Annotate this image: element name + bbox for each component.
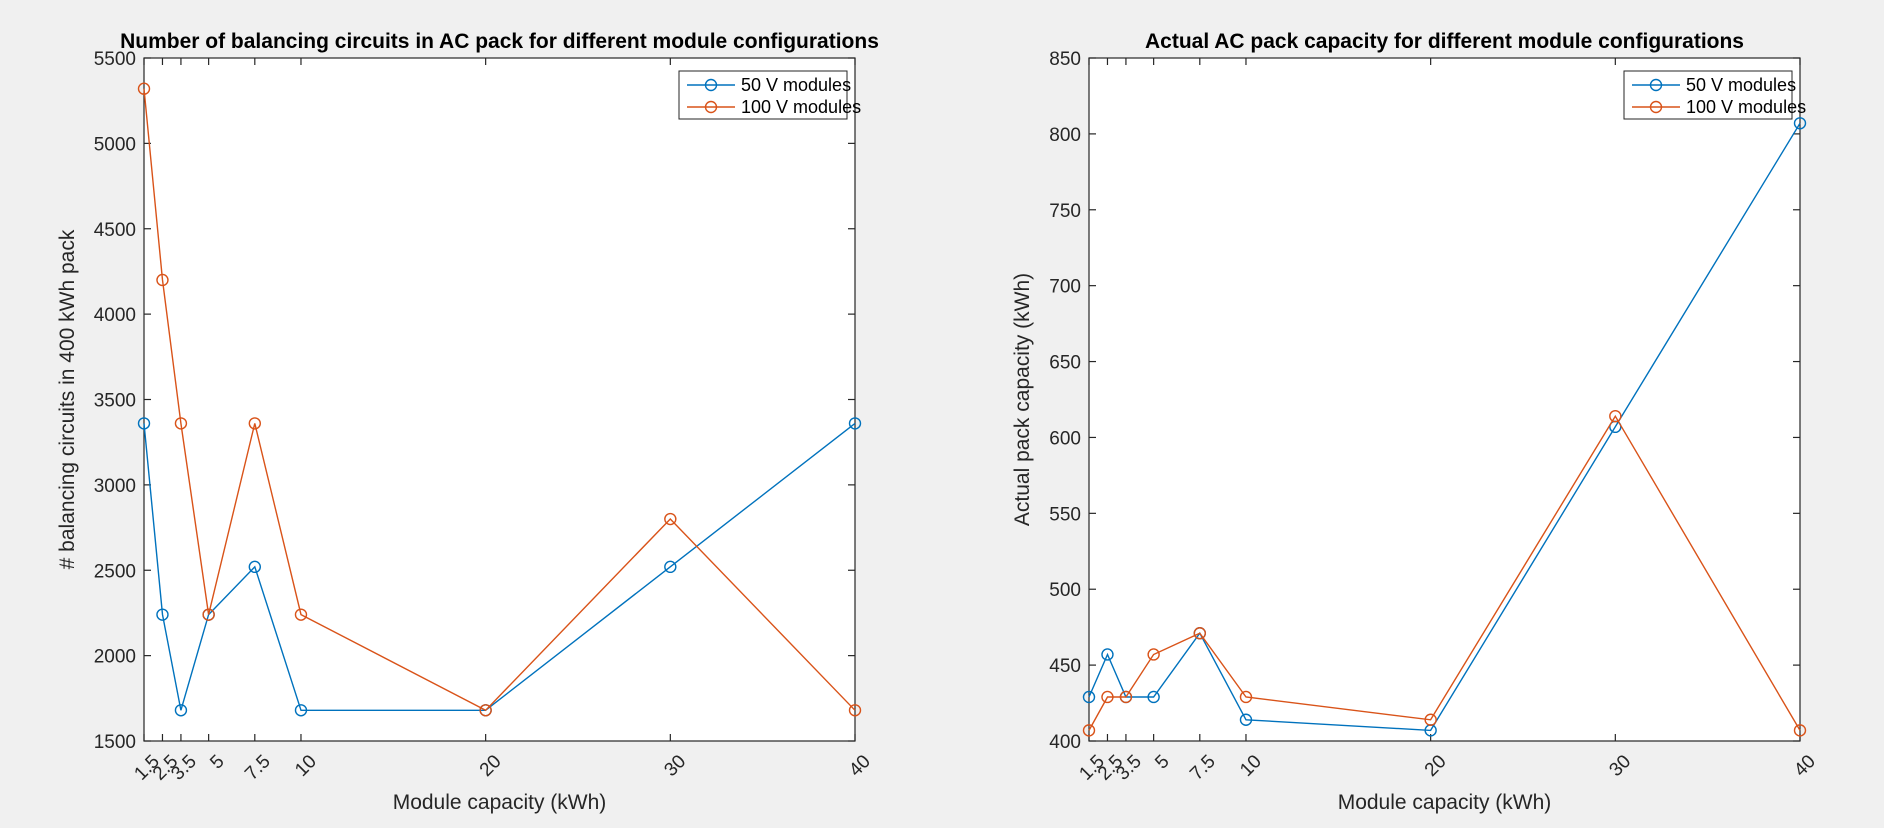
x-axis-title: Module capacity (kWh) bbox=[1338, 791, 1552, 814]
data-point bbox=[848, 704, 862, 717]
data-point bbox=[1793, 724, 1807, 737]
y-axis-title: # balancing circuits in 400 kWh pack bbox=[56, 229, 79, 569]
data-point bbox=[1082, 690, 1096, 704]
data-point bbox=[294, 608, 308, 621]
data-point bbox=[156, 608, 169, 621]
y-tick-label: 600 bbox=[1049, 428, 1081, 449]
x-tick-label: 5 bbox=[206, 751, 228, 773]
data-point bbox=[1101, 690, 1114, 704]
legend-marker bbox=[1649, 100, 1663, 114]
series-group bbox=[137, 82, 862, 717]
plot-area bbox=[1089, 58, 1800, 741]
y-tick-label: 750 bbox=[1049, 201, 1081, 222]
y-tick-label: 5000 bbox=[94, 134, 136, 155]
y-tick-label: 500 bbox=[1049, 580, 1081, 601]
series-100v bbox=[1082, 409, 1807, 737]
data-point bbox=[1193, 627, 1207, 640]
data-point bbox=[1147, 690, 1160, 704]
y-tick-label: 4000 bbox=[94, 305, 136, 326]
x-axis-title: Module capacity (kWh) bbox=[393, 791, 607, 814]
data-point bbox=[1147, 648, 1160, 661]
chart-title: Number of balancing circuits in AC pack … bbox=[120, 30, 879, 53]
data-point bbox=[248, 417, 262, 430]
x-tick-label: 7.5 bbox=[241, 751, 275, 785]
x-tick-label: 20 bbox=[1421, 751, 1451, 781]
data-point bbox=[848, 417, 862, 430]
data-point bbox=[156, 273, 169, 287]
y-tick-label: 800 bbox=[1049, 125, 1081, 146]
series-line bbox=[143, 422, 856, 711]
data-point bbox=[137, 417, 151, 430]
y-tick-label: 650 bbox=[1049, 353, 1081, 374]
data-point bbox=[1793, 117, 1807, 130]
x-tick-label: 10 bbox=[291, 751, 321, 781]
y-tick-label: 1500 bbox=[94, 732, 136, 753]
x-tick-label: 7.5 bbox=[1186, 751, 1220, 785]
data-point bbox=[1119, 690, 1133, 704]
x-tick-label: 30 bbox=[1605, 751, 1635, 781]
y-tick-label: 400 bbox=[1049, 732, 1081, 753]
data-point bbox=[202, 608, 215, 621]
data-point bbox=[1609, 409, 1622, 423]
data-point bbox=[1239, 690, 1253, 704]
data-point bbox=[1082, 724, 1096, 737]
data-point bbox=[664, 560, 677, 574]
y-tick-label: 550 bbox=[1049, 504, 1081, 525]
plot-area bbox=[144, 58, 855, 741]
y-tick-label: 700 bbox=[1049, 277, 1081, 298]
data-point bbox=[137, 82, 151, 95]
x-tick-label: 10 bbox=[1236, 751, 1266, 781]
x-tick-label: 40 bbox=[1790, 751, 1820, 781]
series-group bbox=[1082, 117, 1807, 737]
data-point bbox=[1101, 648, 1114, 661]
x-tick-label: 40 bbox=[845, 751, 875, 781]
y-tick-label: 3500 bbox=[94, 391, 136, 412]
data-point bbox=[479, 704, 492, 717]
series-line bbox=[143, 88, 856, 712]
data-point bbox=[174, 417, 188, 430]
legend-label: 50 V modules bbox=[741, 75, 851, 95]
x-tick-label: 20 bbox=[476, 751, 506, 781]
chart-title: Actual AC pack capacity for different mo… bbox=[1145, 30, 1744, 53]
y-tick-label: 5500 bbox=[94, 49, 136, 70]
y-tick-label: 3000 bbox=[94, 476, 136, 497]
legend-marker bbox=[704, 78, 718, 92]
legend-label: 100 V modules bbox=[741, 97, 861, 117]
y-axis-title: Actual pack capacity (kWh) bbox=[1011, 273, 1034, 526]
legend-label: 50 V modules bbox=[1686, 75, 1796, 95]
balancing-circuits-chart: Number of balancing circuits in AC pack … bbox=[56, 30, 879, 814]
x-tick-label: 30 bbox=[660, 751, 690, 781]
x-tick-label: 5 bbox=[1151, 751, 1173, 773]
data-point bbox=[294, 704, 308, 717]
y-tick-label: 4500 bbox=[94, 220, 136, 241]
data-point bbox=[174, 704, 188, 717]
data-point bbox=[248, 560, 262, 574]
y-tick-label: 450 bbox=[1049, 656, 1081, 677]
y-tick-label: 850 bbox=[1049, 49, 1081, 70]
legend-marker bbox=[704, 100, 718, 114]
legend-label: 100 V modules bbox=[1686, 97, 1806, 117]
legend-marker bbox=[1649, 78, 1663, 92]
pack-capacity-chart: Actual AC pack capacity for different mo… bbox=[1011, 30, 1820, 814]
y-tick-label: 2000 bbox=[94, 647, 136, 668]
data-point bbox=[1424, 713, 1437, 726]
axes-box bbox=[1088, 57, 1801, 742]
y-tick-label: 2500 bbox=[94, 561, 136, 582]
data-point bbox=[664, 512, 677, 526]
series-100v bbox=[137, 82, 862, 717]
data-point bbox=[1239, 713, 1253, 726]
